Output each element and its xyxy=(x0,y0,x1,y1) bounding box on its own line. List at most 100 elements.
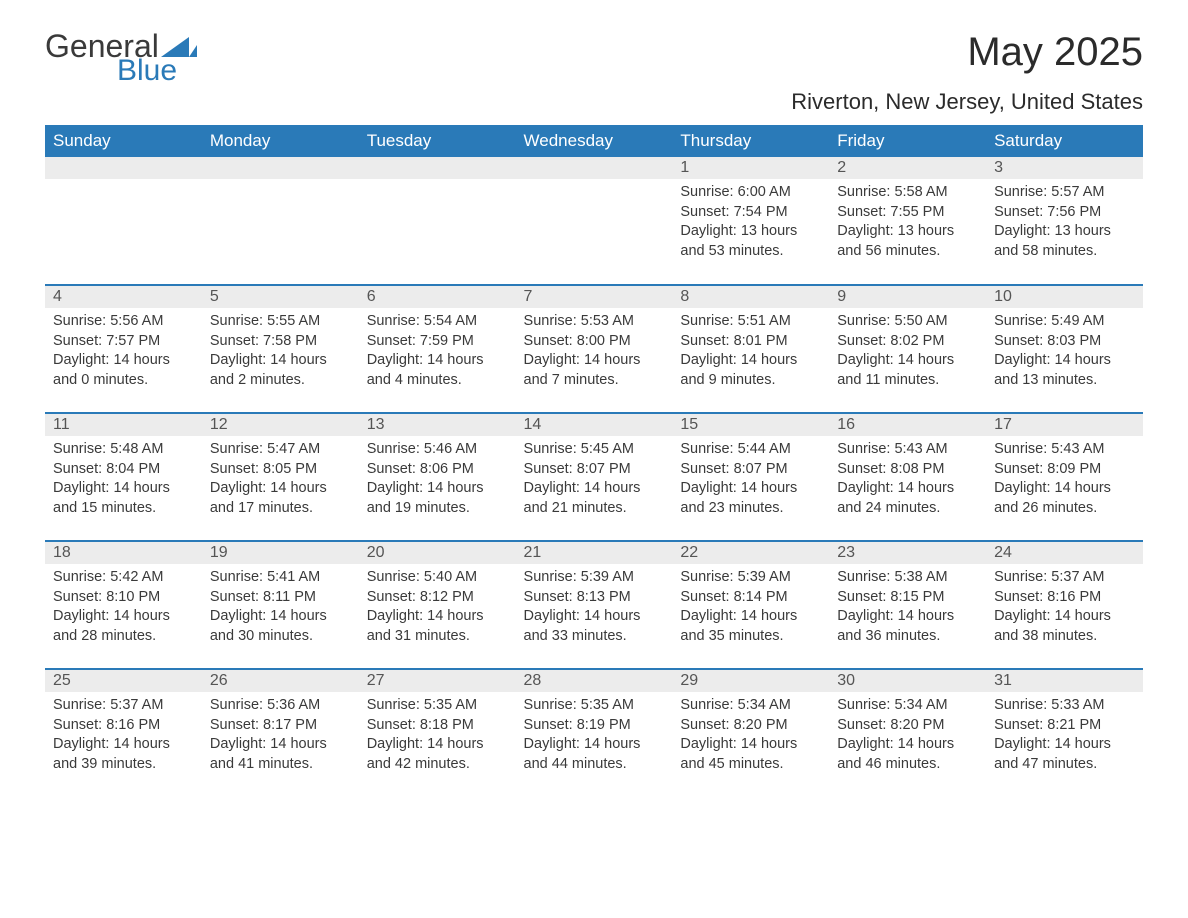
sunrise-line: Sunrise: 5:47 AM xyxy=(210,440,351,460)
sunset-line: Sunset: 7:56 PM xyxy=(994,203,1135,223)
day-number: 30 xyxy=(829,670,986,692)
sunrise-line: Sunrise: 5:41 AM xyxy=(210,568,351,588)
sunset-line: Sunset: 8:07 PM xyxy=(524,460,665,480)
sunrise-line: Sunrise: 5:36 AM xyxy=(210,696,351,716)
sunrise-line: Sunrise: 5:38 AM xyxy=(837,568,978,588)
day-body: Sunrise: 5:57 AMSunset: 7:56 PMDaylight:… xyxy=(986,179,1143,267)
sunrise-line: Sunrise: 5:49 AM xyxy=(994,312,1135,332)
sunrise-line: Sunrise: 5:43 AM xyxy=(837,440,978,460)
daylight-line: Daylight: 13 hours and 58 minutes. xyxy=(994,222,1135,261)
day-number-empty xyxy=(202,157,359,179)
calendar-cell: 4Sunrise: 5:56 AMSunset: 7:57 PMDaylight… xyxy=(45,285,202,413)
page-title: May 2025 xyxy=(791,30,1143,75)
daylight-line: Daylight: 14 hours and 39 minutes. xyxy=(53,735,194,774)
daylight-line: Daylight: 14 hours and 45 minutes. xyxy=(680,735,821,774)
calendar-cell: 24 Sunrise: 5:37 AMSunset: 8:16 PMDayligh… xyxy=(986,541,1143,669)
header: General Blue May 2025 Riverton, New Jers… xyxy=(45,30,1143,115)
day-body: Sunrise: 5:49 AMSunset: 8:03 PMDaylight:… xyxy=(986,308,1143,396)
day-number: 25 xyxy=(45,670,202,692)
sunrise-line: Sunrise: 5:37 AM xyxy=(994,568,1135,588)
sunset-line: Sunset: 8:16 PM xyxy=(994,588,1135,608)
day-body: Sunrise: 5:48 AMSunset: 8:04 PMDaylight:… xyxy=(45,436,202,524)
day-body: Sunrise: 5:37 AMSunset: 8:16 PMDaylight:… xyxy=(45,692,202,780)
calendar-cell: 7Sunrise: 5:53 AMSunset: 8:00 PMDaylight… xyxy=(516,285,673,413)
calendar-cell: 15Sunrise: 5:44 AMSunset: 8:07 PMDayligh… xyxy=(672,413,829,541)
day-number: 10 xyxy=(986,286,1143,308)
day-number: 6 xyxy=(359,286,516,308)
calendar-cell: 29Sunrise: 5:34 AMSunset: 8:20 PMDayligh… xyxy=(672,669,829,797)
logo-text-blue: Blue xyxy=(117,56,197,86)
daylight-line: Daylight: 14 hours and 42 minutes. xyxy=(367,735,508,774)
sunset-line: Sunset: 7:57 PM xyxy=(53,332,194,352)
col-monday: Monday xyxy=(202,125,359,157)
calendar-table: Sunday Monday Tuesday Wednesday Thursday… xyxy=(45,125,1143,797)
sunset-line: Sunset: 7:55 PM xyxy=(837,203,978,223)
day-number: 20 xyxy=(359,542,516,564)
calendar-cell: 6Sunrise: 5:54 AMSunset: 7:59 PMDaylight… xyxy=(359,285,516,413)
daylight-line: Daylight: 14 hours and 30 minutes. xyxy=(210,607,351,646)
calendar-row: 4Sunrise: 5:56 AMSunset: 7:57 PMDaylight… xyxy=(45,285,1143,413)
sunrise-line: Sunrise: 5:58 AM xyxy=(837,183,978,203)
sunrise-line: Sunrise: 5:37 AM xyxy=(53,696,194,716)
daylight-line: Daylight: 14 hours and 33 minutes. xyxy=(524,607,665,646)
sunrise-line: Sunrise: 5:56 AM xyxy=(53,312,194,332)
day-body: Sunrise: 5:54 AMSunset: 7:59 PMDaylight:… xyxy=(359,308,516,396)
calendar-cell: 27Sunrise: 5:35 AMSunset: 8:18 PMDayligh… xyxy=(359,669,516,797)
day-number-empty xyxy=(516,157,673,179)
calendar-cell: 5Sunrise: 5:55 AMSunset: 7:58 PMDaylight… xyxy=(202,285,359,413)
calendar-cell: 1Sunrise: 6:00 AMSunset: 7:54 PMDaylight… xyxy=(672,157,829,285)
sunset-line: Sunset: 7:59 PM xyxy=(367,332,508,352)
sunrise-line: Sunrise: 5:46 AM xyxy=(367,440,508,460)
calendar-cell: 13Sunrise: 5:46 AMSunset: 8:06 PMDayligh… xyxy=(359,413,516,541)
sunset-line: Sunset: 8:20 PM xyxy=(680,716,821,736)
day-number: 7 xyxy=(516,286,673,308)
sunrise-line: Sunrise: 5:33 AM xyxy=(994,696,1135,716)
daylight-line: Daylight: 14 hours and 36 minutes. xyxy=(837,607,978,646)
day-number: 9 xyxy=(829,286,986,308)
day-number: 22 xyxy=(672,542,829,564)
daylight-line: Daylight: 14 hours and 21 minutes. xyxy=(524,479,665,518)
sunset-line: Sunset: 8:06 PM xyxy=(367,460,508,480)
calendar-header-row: Sunday Monday Tuesday Wednesday Thursday… xyxy=(45,125,1143,157)
day-number: 12 xyxy=(202,414,359,436)
day-body: Sunrise: 5:35 AMSunset: 8:19 PMDaylight:… xyxy=(516,692,673,780)
col-thursday: Thursday xyxy=(672,125,829,157)
sunrise-line: Sunrise: 5:40 AM xyxy=(367,568,508,588)
sunrise-line: Sunrise: 5:45 AM xyxy=(524,440,665,460)
sunrise-line: Sunrise: 5:48 AM xyxy=(53,440,194,460)
sunset-line: Sunset: 8:01 PM xyxy=(680,332,821,352)
calendar-row: 25Sunrise: 5:37 AMSunset: 8:16 PMDayligh… xyxy=(45,669,1143,797)
calendar-cell xyxy=(516,157,673,285)
calendar-cell: 11Sunrise: 5:48 AMSunset: 8:04 PMDayligh… xyxy=(45,413,202,541)
sunset-line: Sunset: 7:54 PM xyxy=(680,203,821,223)
day-body: Sunrise: 5:36 AMSunset: 8:17 PMDaylight:… xyxy=(202,692,359,780)
day-number: 2 xyxy=(829,157,986,179)
calendar-cell: 16Sunrise: 5:43 AMSunset: 8:08 PMDayligh… xyxy=(829,413,986,541)
sunset-line: Sunset: 8:18 PM xyxy=(367,716,508,736)
sunrise-line: Sunrise: 5:35 AM xyxy=(367,696,508,716)
sunrise-line: Sunrise: 6:00 AM xyxy=(680,183,821,203)
calendar-cell: 17Sunrise: 5:43 AMSunset: 8:09 PMDayligh… xyxy=(986,413,1143,541)
calendar-cell: 18Sunrise: 5:42 AMSunset: 8:10 PMDayligh… xyxy=(45,541,202,669)
sunset-line: Sunset: 8:12 PM xyxy=(367,588,508,608)
sunset-line: Sunset: 8:04 PM xyxy=(53,460,194,480)
daylight-line: Daylight: 14 hours and 38 minutes. xyxy=(994,607,1135,646)
sunset-line: Sunset: 7:58 PM xyxy=(210,332,351,352)
day-body: Sunrise: 5:56 AMSunset: 7:57 PMDaylight:… xyxy=(45,308,202,396)
daylight-line: Daylight: 14 hours and 19 minutes. xyxy=(367,479,508,518)
daylight-line: Daylight: 14 hours and 15 minutes. xyxy=(53,479,194,518)
calendar-cell: 3Sunrise: 5:57 AMSunset: 7:56 PMDaylight… xyxy=(986,157,1143,285)
calendar-cell: 10Sunrise: 5:49 AMSunset: 8:03 PMDayligh… xyxy=(986,285,1143,413)
sunset-line: Sunset: 8:13 PM xyxy=(524,588,665,608)
sunset-line: Sunset: 8:03 PM xyxy=(994,332,1135,352)
daylight-line: Daylight: 14 hours and 4 minutes. xyxy=(367,351,508,390)
sunset-line: Sunset: 8:05 PM xyxy=(210,460,351,480)
daylight-line: Daylight: 14 hours and 41 minutes. xyxy=(210,735,351,774)
daylight-line: Daylight: 14 hours and 13 minutes. xyxy=(994,351,1135,390)
day-body: Sunrise: 5:47 AMSunset: 8:05 PMDaylight:… xyxy=(202,436,359,524)
day-body: Sunrise: 5:39 AMSunset: 8:13 PMDaylight:… xyxy=(516,564,673,652)
day-number: 24 xyxy=(986,542,1143,564)
sunrise-line: Sunrise: 5:43 AM xyxy=(994,440,1135,460)
col-friday: Friday xyxy=(829,125,986,157)
daylight-line: Daylight: 14 hours and 28 minutes. xyxy=(53,607,194,646)
